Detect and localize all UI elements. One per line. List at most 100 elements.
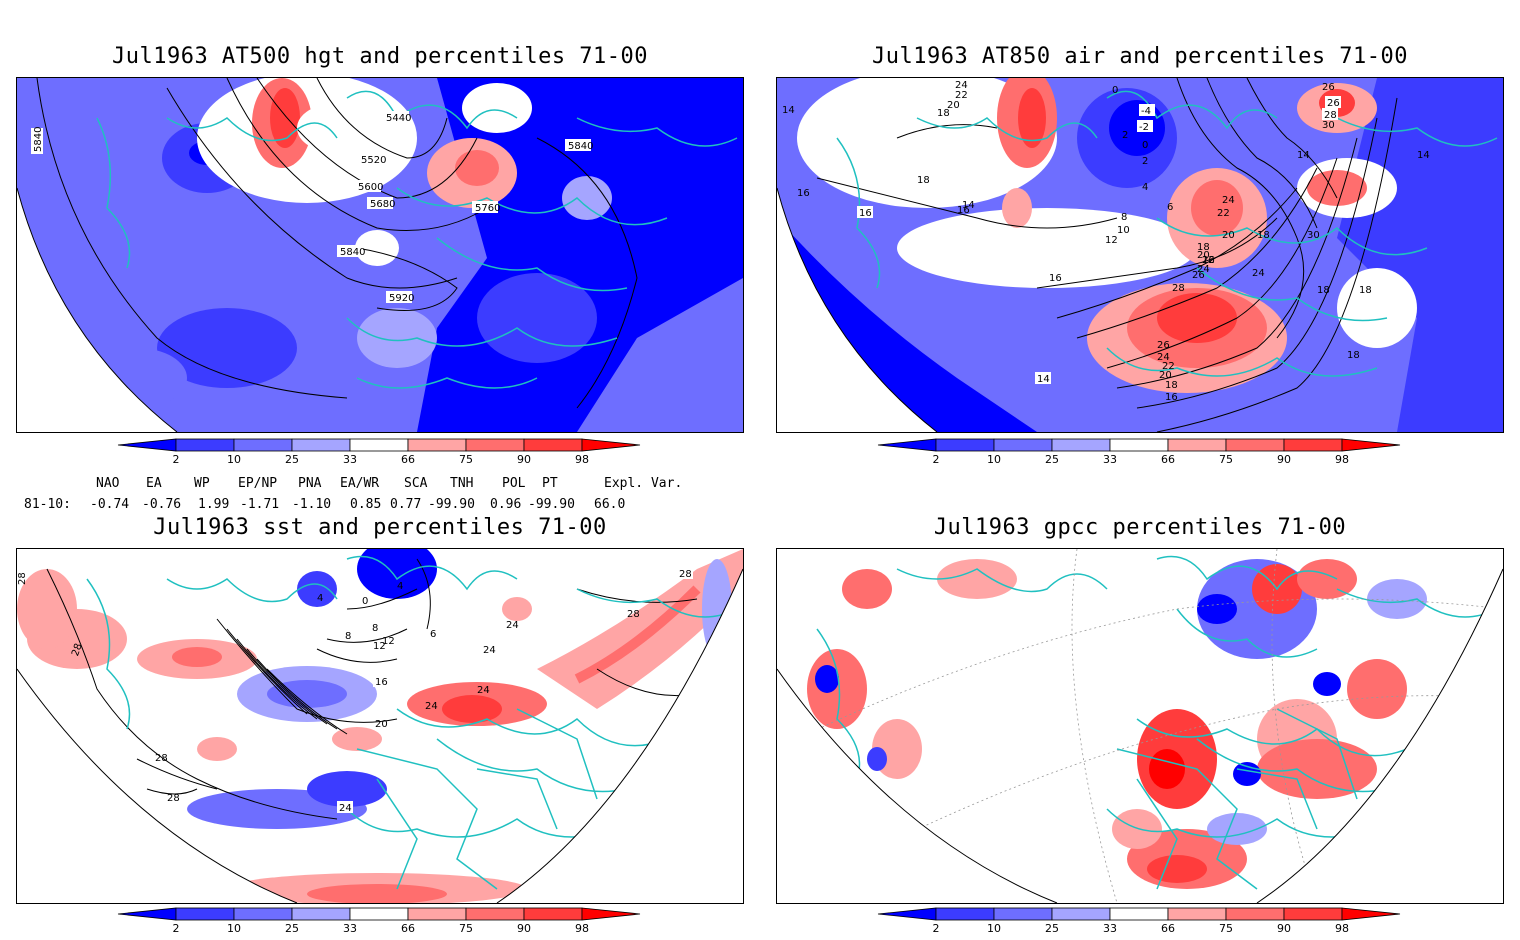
- colorbar-segment: [581, 438, 641, 452]
- panel3-label: 12: [373, 641, 386, 652]
- colorbar-tick-label: 25: [285, 453, 299, 466]
- panel2-label: 2: [1122, 130, 1128, 141]
- panel2-label: 14: [962, 200, 975, 211]
- panel2-label: 28: [1324, 110, 1337, 121]
- colorbar-tick-label: 33: [343, 922, 357, 935]
- panel3-label: 28: [627, 609, 640, 620]
- panel2-label: 28: [1172, 283, 1185, 294]
- colorbar-tick-label: 2: [173, 453, 180, 466]
- colorbar-segment: [117, 907, 177, 921]
- colorbar-tick-label: 66: [401, 453, 415, 466]
- index-value: -99.90: [528, 497, 575, 512]
- colorbar-segment: [581, 907, 641, 921]
- colorbar-tick-label: 90: [1277, 453, 1291, 466]
- index-header: EP/NP: [238, 476, 278, 491]
- colorbar-segment: [233, 907, 293, 921]
- index-value: -1.71: [240, 497, 280, 512]
- colorbar-tick-label: 10: [227, 922, 241, 935]
- index-row-label: 81-10:: [24, 497, 71, 512]
- index-header: PT: [542, 476, 558, 491]
- colorbar-tick-label: 2: [933, 453, 940, 466]
- colorbar-segment: [407, 907, 467, 921]
- index-header: PNA: [298, 476, 322, 491]
- panel4-map: [776, 548, 1504, 904]
- indices-header-row: NAO EA WP EP/NP PNA EA/WR SCA TNH POL PT…: [0, 476, 760, 492]
- colorbar-segment: [1225, 438, 1285, 452]
- colorbar-segment: [349, 907, 409, 921]
- panel4-map-svg: [777, 549, 1503, 903]
- index-header: EA: [146, 476, 162, 491]
- colorbar-segment: [993, 438, 1053, 452]
- colorbar-segment: [1283, 438, 1343, 452]
- colorbar-tick-label: 75: [1219, 453, 1233, 466]
- colorbar-segment: [935, 907, 995, 921]
- panel1-contour-labels: 5440 5520 5600 5680 5760 5840 5840 5840 …: [31, 111, 593, 304]
- panel4-colorbar: 2 10 25 33 66 75 90 98: [877, 906, 1408, 936]
- panel1-map: 5440 5520 5600 5680 5760 5840 5840 5840 …: [16, 77, 744, 433]
- index-value: 1.99: [198, 497, 230, 512]
- panel3-label: 6: [430, 629, 436, 640]
- colorbar-tick-label: 66: [1161, 922, 1175, 935]
- index-header: SCA: [404, 476, 428, 491]
- index-header: NAO: [96, 476, 120, 491]
- panel3-contour-labels: 28 28 28 24 20 16 12 8 4 0 4 6 8 12 24 2…: [17, 567, 693, 814]
- panel3-label: 28: [167, 793, 180, 804]
- panel2-contour-labels: 24 22 20 18 0 -4 -2 2 0 2 4 6 8 10 12 14…: [782, 80, 1430, 403]
- panel2-label: 12: [1105, 235, 1118, 246]
- panel2-label: 2: [1142, 156, 1148, 167]
- panel2-label: 24: [1197, 264, 1210, 275]
- panel2-label: 16: [957, 205, 970, 216]
- panel2-label: 14: [1297, 150, 1310, 161]
- panel1-label: 5680: [370, 199, 395, 210]
- index-header: Expl. Var.: [604, 476, 683, 491]
- colorbar-segment: [877, 907, 937, 921]
- panel2-label: 18: [1165, 380, 1178, 391]
- index-value: -0.76: [142, 497, 182, 512]
- panel1-label: 5520: [361, 155, 386, 166]
- panel3-label: 28: [17, 572, 28, 585]
- panel2-label: 18: [1197, 242, 1210, 253]
- panel2-label: 6: [1167, 202, 1173, 213]
- colorbar-tick-label: 33: [1103, 922, 1117, 935]
- panel2-map: 24 22 20 18 0 -4 -2 2 0 2 4 6 8 10 12 14…: [776, 77, 1504, 433]
- panel2-label: 0: [1142, 140, 1148, 151]
- colorbar-tick-label: 98: [575, 453, 589, 466]
- index-value: -1.10: [292, 497, 332, 512]
- colorbar-segment: [349, 438, 409, 452]
- panel2-label: 14: [1037, 374, 1050, 385]
- panel3-label: 8: [345, 631, 351, 642]
- panel2-label: 18: [937, 108, 950, 119]
- panel2-label: 16: [1049, 273, 1062, 284]
- panel3-map: 28 28 28 24 20 16 12 8 4 0 4 6 8 12 24 2…: [16, 548, 744, 904]
- colorbar-segment: [1167, 907, 1227, 921]
- panel2-label: 0: [1112, 85, 1118, 96]
- index-header: TNH: [450, 476, 474, 491]
- panel3-label: 28: [155, 753, 168, 764]
- index-value: 0.96: [490, 497, 522, 512]
- panel4-title: Jul1963 gpcc percentiles 71-00: [933, 515, 1347, 540]
- colorbar-segment: [233, 438, 293, 452]
- colorbar-segment: [407, 438, 467, 452]
- index-header: POL: [502, 476, 526, 491]
- panel2-label: 16: [1165, 392, 1178, 403]
- panel1-label: 5600: [358, 182, 383, 193]
- colorbar-segment: [1109, 907, 1169, 921]
- colorbar-tick-label: 10: [987, 922, 1001, 935]
- colorbar-tick-label: 10: [227, 453, 241, 466]
- colorbar-segment: [465, 907, 525, 921]
- panel1-label: 5920: [389, 293, 414, 304]
- colorbar-segment: [993, 907, 1053, 921]
- panel3-colorbar-svg: 2 10 25 33 66 75 90 98: [117, 907, 641, 935]
- colorbar-tick-label: 25: [1045, 453, 1059, 466]
- panel2-label: 22: [1162, 361, 1175, 372]
- panel2-label: 18: [1347, 350, 1360, 361]
- panel3-label: 24: [483, 645, 496, 656]
- colorbar-segment: [1167, 438, 1227, 452]
- colorbar-segment: [1283, 907, 1343, 921]
- index-header: WP: [194, 476, 210, 491]
- panel1-colorbar: 2 10 25 33 66 75 90 98: [117, 437, 648, 467]
- panel2-label: 18: [1317, 285, 1330, 296]
- panel2-label: 26: [1192, 270, 1205, 281]
- panel2-label: 22: [1202, 255, 1215, 266]
- colorbar-tick-label: 90: [517, 453, 531, 466]
